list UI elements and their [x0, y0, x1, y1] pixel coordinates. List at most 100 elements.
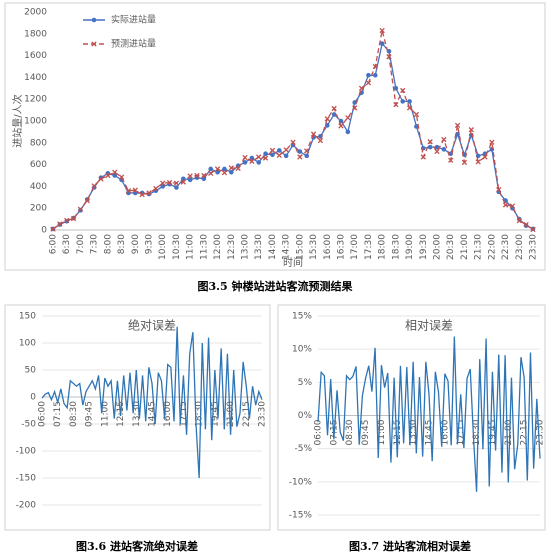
x-tick-label: 19:30: [419, 234, 429, 260]
x-tick-label: 15:00: [295, 234, 305, 260]
x-tick-label: 10:00: [158, 234, 168, 260]
marker: [153, 185, 159, 192]
marker: [201, 176, 207, 182]
marker: [345, 115, 351, 121]
x-tick-label: 12:00: [213, 234, 223, 260]
marker: [187, 177, 193, 183]
marker: [427, 139, 433, 145]
x-tick-label: 13:30: [254, 234, 264, 260]
chart-frame: [4, 2, 546, 271]
x-tick-label: 06:00: [314, 419, 324, 445]
y-tick-label: -200: [16, 501, 37, 511]
y-tick-label: 50: [25, 366, 37, 376]
x-tick-label: 21:00: [504, 419, 514, 445]
marker: [365, 80, 372, 86]
y-tick-label: 0: [30, 393, 36, 403]
x-tick-label: 07:15: [53, 401, 63, 427]
x-axis-title: 时间: [283, 256, 303, 269]
y-tick-label: 1800: [24, 29, 47, 39]
x-tick-label: 08:30: [345, 419, 355, 445]
marker: [249, 158, 255, 164]
chart-frame: [277, 304, 546, 531]
marker: [276, 152, 282, 158]
y-tick-label: 1400: [24, 73, 47, 83]
y-tick-label: -100: [16, 447, 37, 457]
marker: [180, 176, 186, 182]
marker: [91, 183, 97, 189]
marker: [530, 226, 536, 233]
marker: [194, 172, 200, 179]
marker: [400, 87, 406, 94]
marker: [256, 154, 262, 160]
marker: [338, 123, 344, 129]
y-tick-label: 1600: [24, 51, 47, 61]
x-tick-label: 16:00: [163, 401, 173, 427]
x-tick-label: 6:00: [49, 234, 59, 254]
x-tick-label: 08:30: [69, 401, 79, 427]
x-tick-label: 7:00: [76, 234, 86, 254]
chart-title: 相对误差: [405, 319, 453, 333]
marker: [173, 180, 180, 186]
marker: [475, 153, 481, 159]
x-tick-label: 9:00: [131, 234, 141, 254]
marker: [406, 105, 413, 111]
x-tick-label: 18:30: [391, 234, 401, 260]
marker: [345, 129, 351, 135]
x-tick-label: 11:00: [377, 419, 387, 445]
marker: [475, 159, 481, 165]
marker: [263, 151, 268, 156]
y-axis-title: 进站量/人次: [11, 94, 24, 147]
y-tick-label: 800: [30, 138, 47, 148]
x-tick-label: 09:45: [85, 401, 95, 427]
marker: [256, 160, 262, 165]
marker: [448, 157, 454, 163]
x-tick-label: 19:00: [405, 234, 415, 260]
marker: [496, 187, 502, 193]
marker: [297, 149, 303, 154]
y-tick-label: 400: [30, 182, 47, 192]
x-tick-label: 13:00: [241, 234, 251, 260]
legend-label: 实际进站量: [111, 14, 156, 26]
x-tick-label: 09:45: [361, 420, 371, 446]
x-tick-label: 19:45: [488, 420, 498, 446]
marker: [208, 170, 214, 176]
x-tick-label: 8:30: [117, 234, 127, 254]
marker: [502, 202, 509, 208]
x-tick-label: 20:30: [446, 234, 456, 260]
y-tick-label: -50: [21, 420, 36, 430]
marker: [70, 215, 77, 222]
series-line: [317, 336, 541, 492]
y-tick-label: 0: [41, 226, 47, 236]
marker: [372, 72, 378, 78]
marker: [509, 203, 516, 209]
marker: [434, 148, 440, 155]
marker: [523, 221, 529, 228]
marker: [77, 206, 84, 212]
marker: [262, 155, 269, 161]
marker: [489, 139, 495, 145]
marker: [57, 221, 63, 227]
x-tick-label: 21:00: [460, 234, 470, 260]
marker: [242, 154, 248, 161]
x-tick-label: 22:15: [242, 401, 252, 427]
y-tick-label: 1000: [24, 117, 47, 127]
marker: [249, 155, 255, 161]
marker: [455, 131, 460, 137]
marker: [393, 101, 399, 108]
marker: [112, 169, 118, 175]
marker: [84, 197, 90, 204]
x-tick-label: 10:30: [172, 234, 182, 260]
marker: [201, 172, 207, 179]
marker: [222, 166, 227, 172]
caption: 图3.5 钟楼站进站客流预测结果: [198, 279, 353, 293]
x-tick-label: 23:30: [258, 401, 268, 427]
marker: [208, 166, 214, 172]
x-tick-label: 14:00: [268, 234, 278, 260]
x-tick-label: 8:00: [103, 234, 113, 254]
x-tick-label: 19:45: [210, 401, 220, 427]
y-tick-label: 2000: [24, 8, 47, 18]
marker: [324, 116, 330, 122]
marker: [366, 72, 371, 78]
marker: [372, 63, 378, 70]
